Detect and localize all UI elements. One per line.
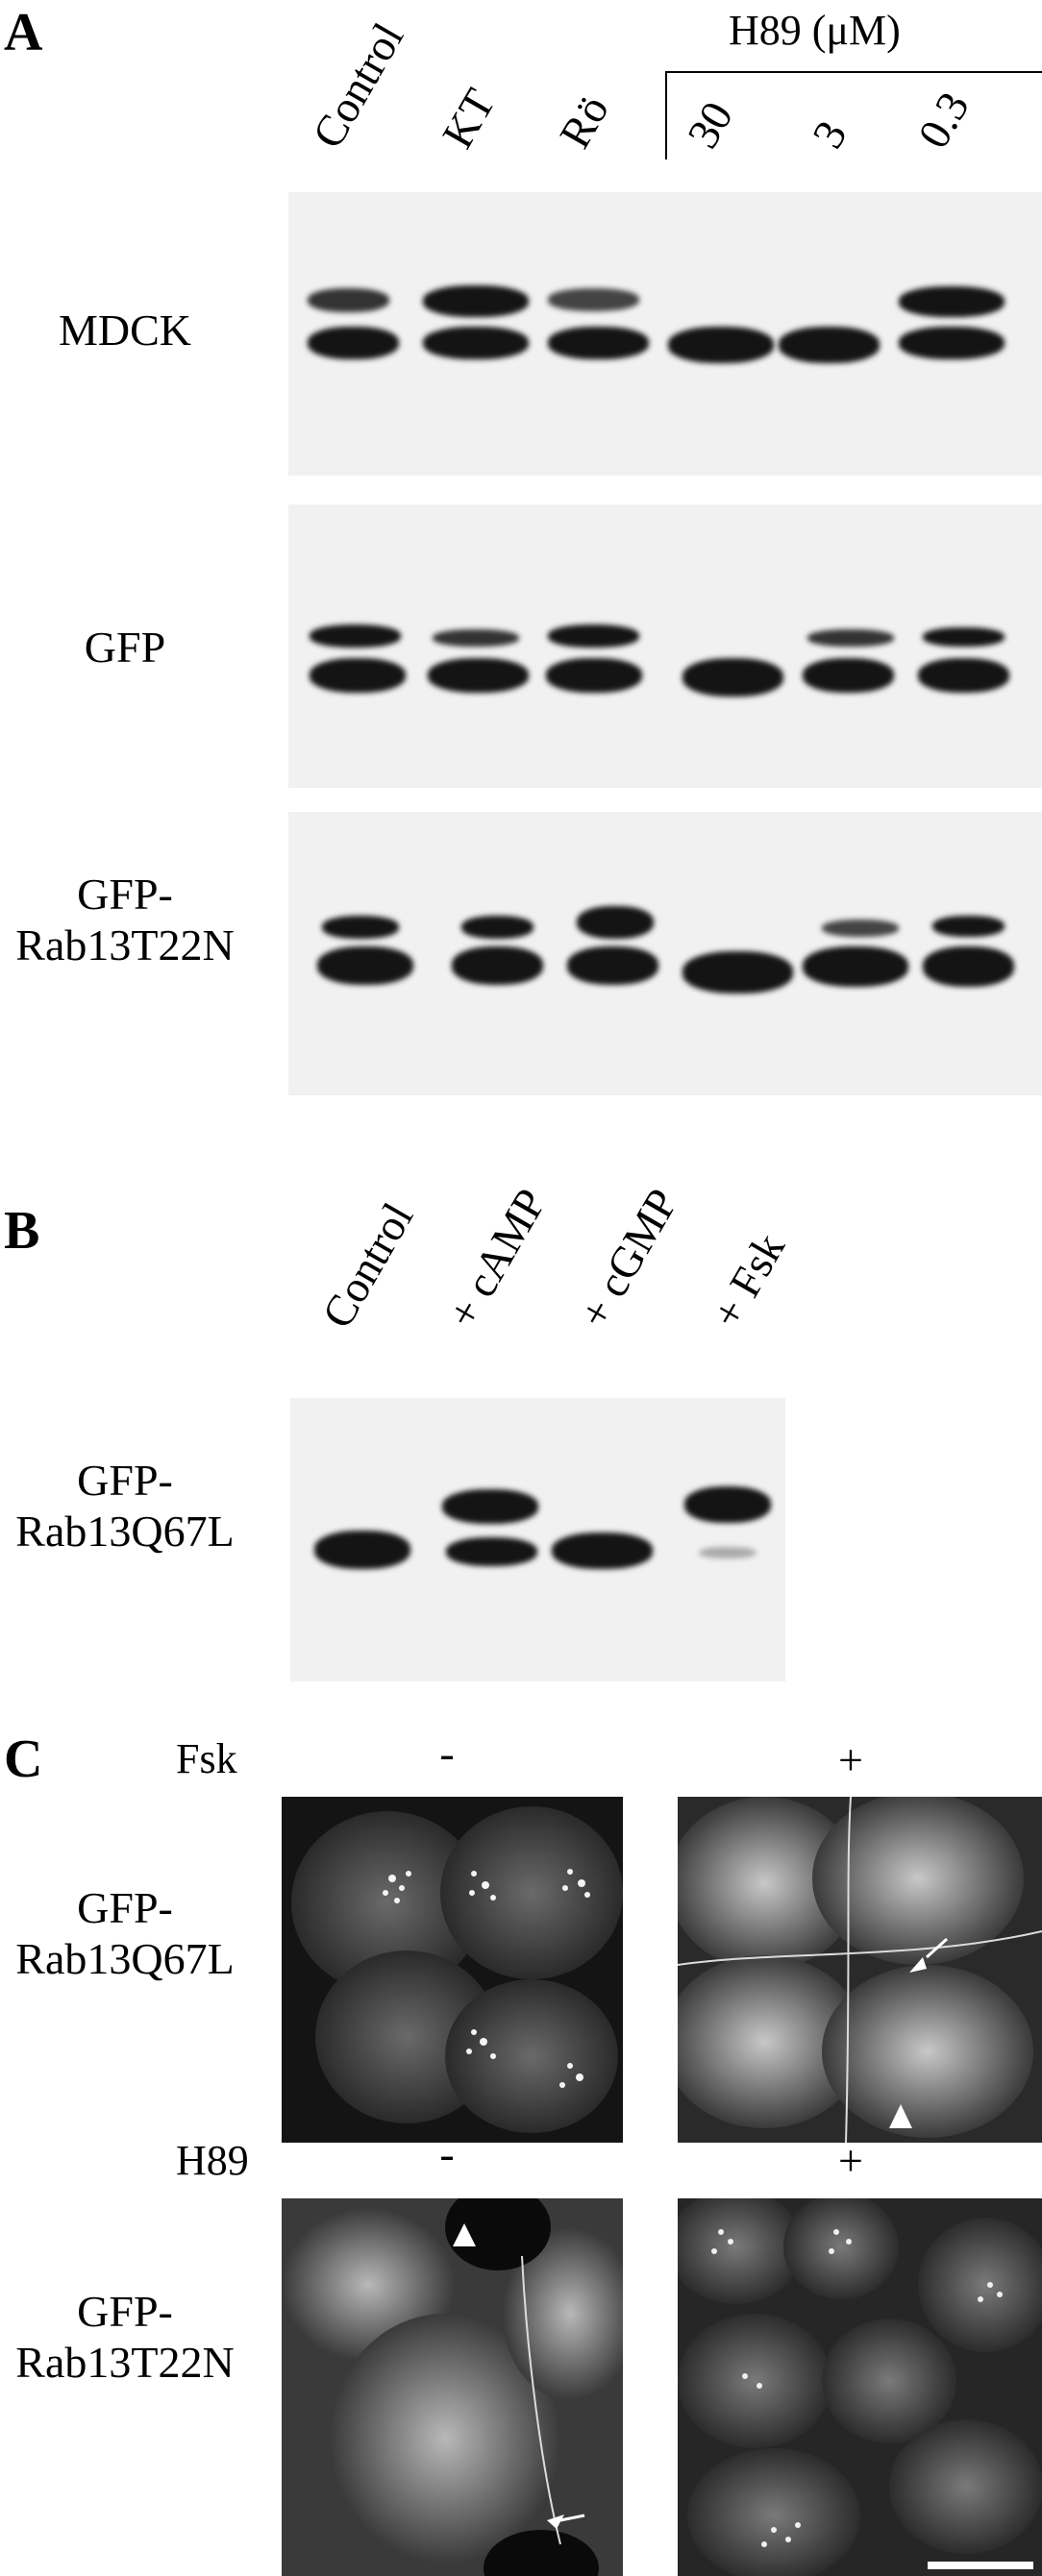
fsk-minus: - (439, 1729, 455, 1778)
micrograph-h89-minus-image (282, 2198, 623, 2576)
micrograph-h89-minus (282, 2198, 623, 2576)
micrograph-fsk-plus-image (678, 1797, 1042, 2143)
blot-gfp-rab13t22n (288, 812, 1042, 1095)
lane-label-control: Control (302, 14, 413, 157)
micrograph-fsk-minus (282, 1797, 623, 2143)
row-label-c-gfp-rab13q67l: GFP- Rab13Q67L (15, 1883, 235, 1983)
panel-b-letter: B (4, 1201, 40, 1261)
panel-a-letter: A (4, 3, 43, 62)
blot-mdck (288, 192, 1042, 476)
h89-bracket (665, 71, 1042, 159)
micrograph-h89-plus (678, 2198, 1042, 2576)
arrowhead-marker-2 (453, 2223, 476, 2246)
row-label-gfp: GFP (84, 623, 166, 672)
blot-gfp (288, 504, 1042, 788)
row-label-gfp-rab13t22n: GFP- Rab13T22N (15, 870, 235, 969)
lane-label-b-control: Control (311, 1194, 423, 1337)
h89-header: H89 (μM) (729, 7, 901, 54)
lane-label-b-cgmp: + cGMP (568, 1180, 687, 1337)
lane-label-kt: KT (432, 80, 505, 157)
lane-label-b-camp: + cAMP (436, 1180, 556, 1337)
arrow-marker-2 (547, 2515, 564, 2529)
lane-label-ro: Rö (549, 86, 618, 157)
h89-plus: + (838, 2136, 863, 2185)
condition-fsk: Fsk (176, 1735, 237, 1782)
micrograph-h89-plus-image (678, 2198, 1042, 2576)
fsk-plus: + (838, 1735, 863, 1784)
panel-c-letter: C (4, 1730, 43, 1789)
condition-h89: H89 (176, 2137, 249, 2184)
row-label-c-gfp-rab13t22n: GFP- Rab13T22N (15, 2287, 235, 2387)
arrow-marker-1 (909, 1957, 927, 1973)
lane-label-b-fsk: + Fsk (701, 1224, 795, 1337)
arrowhead-marker-1 (889, 2104, 912, 2128)
micrograph-fsk-minus-image (282, 1797, 623, 2143)
row-label-mdck: MDCK (58, 306, 192, 355)
h89-minus: - (439, 2129, 455, 2178)
scale-bar (928, 2562, 1033, 2569)
blot-b (290, 1398, 785, 1681)
micrograph-fsk-plus (678, 1797, 1042, 2143)
row-label-b-gfp-rab13q67l: GFP- Rab13Q67L (15, 1456, 235, 1556)
